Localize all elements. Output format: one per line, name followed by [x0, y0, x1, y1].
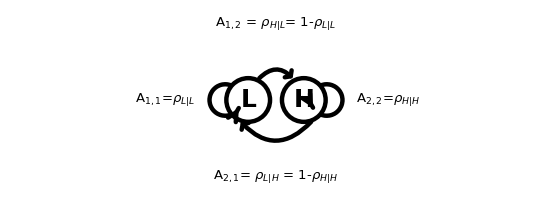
Text: L: L — [240, 88, 256, 112]
Circle shape — [226, 78, 270, 122]
Circle shape — [282, 78, 326, 122]
Text: A$_{2,1}$= $\rho_{L|H}$ = 1-$\rho_{H|H}$: A$_{2,1}$= $\rho_{L|H}$ = 1-$\rho_{H|H}$ — [213, 168, 339, 185]
Text: A$_{1,1}$=$\rho_{L|L}$: A$_{1,1}$=$\rho_{L|L}$ — [135, 91, 196, 108]
FancyArrowPatch shape — [242, 122, 311, 141]
Text: A$_{1,2}$ = $\rho_{H|L}$= 1-$\rho_{L|L}$: A$_{1,2}$ = $\rho_{H|L}$= 1-$\rho_{L|L}$ — [215, 15, 337, 32]
Text: H: H — [293, 88, 314, 112]
Text: A$_{2,2}$=$\rho_{H|H}$: A$_{2,2}$=$\rho_{H|H}$ — [356, 91, 421, 108]
FancyArrowPatch shape — [259, 69, 291, 78]
